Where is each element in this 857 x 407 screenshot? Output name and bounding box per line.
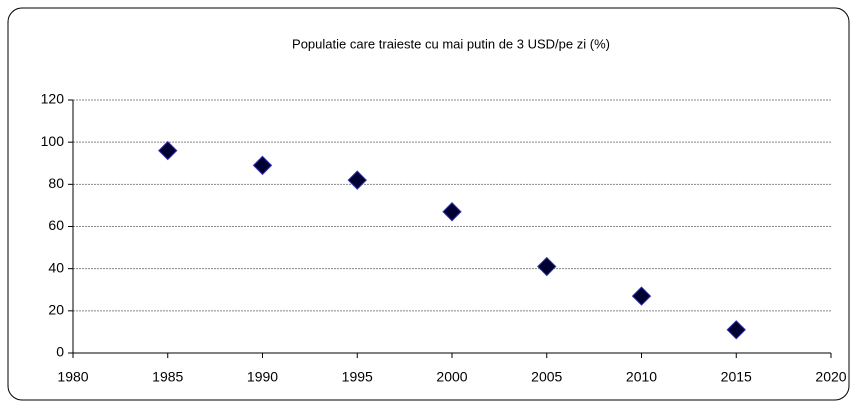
point xyxy=(537,256,557,277)
x-tick-label: 2015 xyxy=(721,369,752,385)
chart-border xyxy=(7,7,850,401)
y-tick-label: 20 xyxy=(48,302,64,318)
point xyxy=(252,155,273,176)
y-tick-label: 100 xyxy=(41,133,65,149)
point xyxy=(442,202,462,222)
x-tick-label: 1995 xyxy=(342,369,373,385)
point xyxy=(631,286,652,306)
y-tick-label: 0 xyxy=(56,344,64,360)
point xyxy=(726,320,746,340)
y-tick-label: 80 xyxy=(48,175,64,191)
point xyxy=(347,170,367,190)
x-tick-label: 1980 xyxy=(57,369,88,385)
x-tick-label: 2020 xyxy=(815,369,846,385)
x-tick-label: 2005 xyxy=(531,369,562,385)
x-tick-label: 1990 xyxy=(247,369,278,385)
point xyxy=(158,140,178,161)
y-tick-label: 40 xyxy=(48,259,64,275)
y-tick-label: 120 xyxy=(41,91,65,107)
y-tick-label: 60 xyxy=(48,217,64,233)
chart-title: Populatie care traieste cu mai putin de … xyxy=(292,36,610,51)
x-tick-label: 1985 xyxy=(152,369,183,385)
x-tick-label: 2000 xyxy=(436,369,467,385)
x-tick-label: 2010 xyxy=(626,369,657,385)
